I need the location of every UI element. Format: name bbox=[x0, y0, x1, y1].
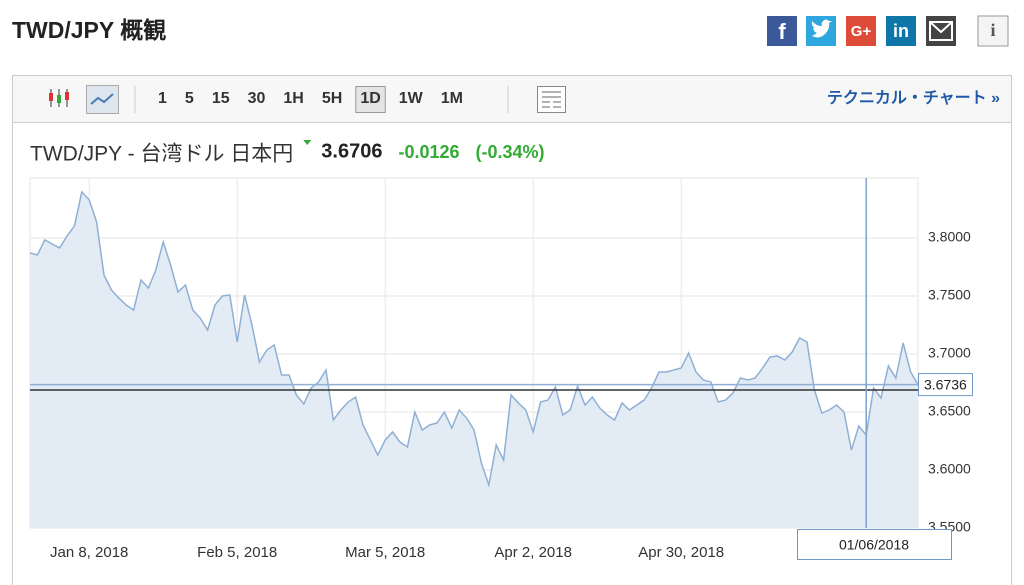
facebook-icon[interactable] bbox=[767, 16, 797, 46]
technical-chart-link[interactable]: テクニカル・チャート » bbox=[827, 89, 1000, 107]
x-tick-label: Jan 8, 2018 bbox=[50, 544, 128, 561]
line-chart-button[interactable] bbox=[86, 85, 119, 114]
info-button[interactable] bbox=[977, 15, 1009, 47]
linkedin-label[interactable]: in bbox=[893, 21, 909, 41]
quote-price: 3.6706 bbox=[321, 140, 382, 162]
quote-change-pct: (-0.34%) bbox=[476, 142, 545, 162]
crosshair-box bbox=[797, 529, 952, 560]
layout-button[interactable] bbox=[537, 86, 566, 113]
y-tick-label: 3.7000 bbox=[928, 345, 971, 361]
linkedin-icon[interactable] bbox=[886, 16, 916, 46]
quote-change: -0.0126 bbox=[398, 142, 459, 162]
interval-button[interactable]: 1 bbox=[158, 90, 167, 107]
quote-name: TWD/JPY - 台湾ドル 日本円 bbox=[30, 143, 293, 166]
x-tick-label: Apr 2, 2018 bbox=[494, 544, 572, 561]
y-tick-label: 3.7500 bbox=[928, 287, 971, 303]
interval-button[interactable]: 15 bbox=[212, 90, 230, 107]
twitter-bird bbox=[811, 19, 832, 38]
facebook-label[interactable]: f bbox=[778, 19, 786, 44]
last-price-box bbox=[918, 373, 973, 397]
interval-button[interactable]: 1D bbox=[360, 90, 380, 107]
interval-button[interactable]: 5 bbox=[185, 90, 194, 107]
interval-button[interactable]: 5H bbox=[322, 90, 342, 107]
price-line bbox=[29, 190, 919, 488]
gplus-label[interactable]: G+ bbox=[851, 23, 872, 40]
area-fill bbox=[30, 191, 918, 528]
interval-button[interactable]: 1W bbox=[399, 90, 424, 107]
candle-icon[interactable] bbox=[49, 89, 69, 107]
plot: 3.55003.60003.65003.70003.75003.8000Jan … bbox=[29, 177, 973, 561]
toolbar bbox=[13, 76, 1011, 122]
layout-icon bbox=[542, 91, 561, 108]
info-label[interactable]: i bbox=[990, 20, 995, 40]
interval-button[interactable]: 1H bbox=[283, 90, 303, 107]
interval-active bbox=[355, 86, 386, 113]
mail-envelope bbox=[929, 21, 953, 41]
y-tick-label: 3.8000 bbox=[928, 229, 971, 245]
interval-button[interactable]: 30 bbox=[248, 90, 266, 107]
line-icon bbox=[90, 93, 114, 105]
page-title: TWD/JPY 概観 bbox=[12, 17, 166, 43]
interval-button[interactable]: 1M bbox=[441, 90, 463, 107]
x-tick-label: Feb 5, 2018 bbox=[197, 544, 277, 561]
crosshair-label: 01/06/2018 bbox=[839, 537, 909, 553]
last-price-label: 3.6736 bbox=[924, 376, 967, 392]
y-tick-label: 3.6000 bbox=[928, 461, 971, 477]
quote-arrow bbox=[303, 140, 312, 145]
y-tick-label: 3.6500 bbox=[928, 403, 971, 419]
x-tick-label: Mar 5, 2018 bbox=[345, 544, 425, 561]
gplus-icon[interactable] bbox=[846, 16, 876, 46]
x-tick-label: Apr 30, 2018 bbox=[638, 544, 724, 561]
